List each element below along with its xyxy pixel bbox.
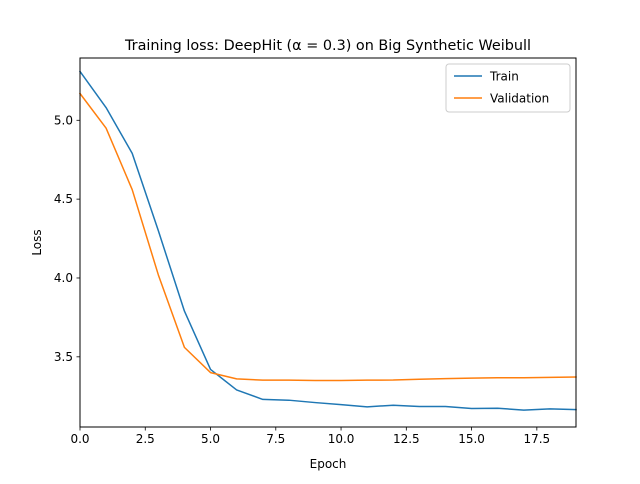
x-tick-label: 7.5 xyxy=(266,432,285,446)
y-tick-label: 4.0 xyxy=(54,271,73,285)
chart-title: Training loss: DeepHit (α = 0.3) on Big … xyxy=(124,38,531,54)
legend-label-validation: Validation xyxy=(490,92,549,106)
series-lines xyxy=(78,70,577,411)
x-tick-label: 10.0 xyxy=(328,432,355,446)
x-tick-label: 15.0 xyxy=(458,432,485,446)
x-tick-label: 17.5 xyxy=(523,432,550,446)
x-tick-label: 2.5 xyxy=(136,432,155,446)
series-line-train xyxy=(78,70,577,411)
y-tick-label: 5.0 xyxy=(54,113,73,127)
x-tick-label: 12.5 xyxy=(393,432,420,446)
x-tick-label: 0.0 xyxy=(70,432,89,446)
series-line-validation xyxy=(78,92,577,382)
y-tick-label: 4.5 xyxy=(54,192,73,206)
x-tick-label: 5.0 xyxy=(201,432,220,446)
axis-ticks: 0.0 2.5 5.0 7.5 10.0 12.5 15.0 17.5 3.5 4.0 4.5 5.0 xyxy=(54,113,550,446)
legend: Train Validation xyxy=(445,63,571,113)
x-axis-label: Epoch xyxy=(310,457,347,471)
legend-label-train: Train xyxy=(489,70,519,84)
axes-frame xyxy=(79,57,577,428)
y-axis-label: Loss xyxy=(30,229,44,255)
y-tick-label: 3.5 xyxy=(54,350,73,364)
